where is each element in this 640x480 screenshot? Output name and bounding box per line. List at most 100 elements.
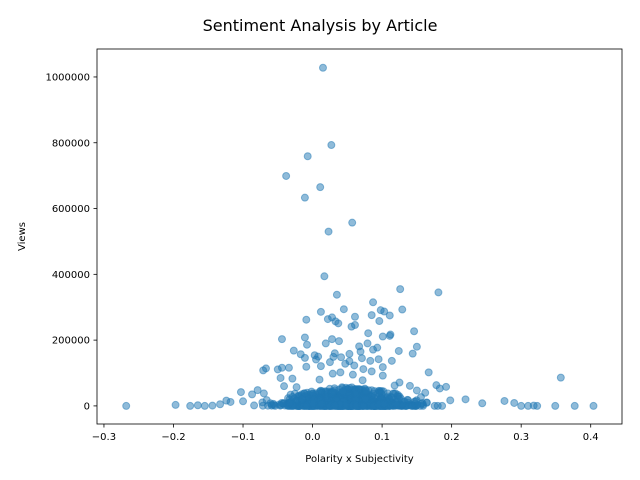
data-point [186, 401, 195, 410]
data-point [282, 171, 291, 180]
data-point [570, 401, 579, 410]
data-point [396, 394, 405, 403]
data-point [284, 363, 293, 372]
data-point [307, 387, 316, 396]
data-point [378, 371, 387, 380]
data-point [359, 365, 368, 374]
data-point [312, 355, 321, 364]
data-point [556, 373, 565, 382]
data-point [302, 362, 311, 371]
data-point [298, 395, 307, 404]
x-tick-label: 0.2 [444, 432, 460, 443]
data-point [208, 401, 217, 410]
data-point [280, 382, 289, 391]
data-point [412, 342, 421, 351]
data-point [317, 399, 326, 408]
data-point [315, 375, 324, 384]
data-point [316, 386, 325, 395]
data-point [478, 399, 487, 408]
data-point [336, 368, 345, 377]
data-point [300, 333, 309, 342]
y-tick-label: 0 [84, 401, 90, 412]
data-point [358, 376, 367, 385]
data-point [435, 384, 444, 393]
data-point [378, 332, 387, 341]
y-tick-label: 1000000 [45, 72, 90, 83]
data-point [216, 400, 225, 409]
data-point [421, 388, 430, 397]
data-point [345, 349, 354, 358]
data-point [347, 322, 356, 331]
data-points [122, 63, 598, 410]
data-point [276, 373, 285, 382]
data-point [356, 347, 365, 356]
data-point [328, 335, 337, 344]
x-tick-label: 0.3 [513, 432, 529, 443]
y-axis-ticks: 0 200000 400000 600000 800000 1000000 [45, 72, 97, 412]
data-point [350, 312, 359, 321]
data-point [364, 329, 373, 338]
data-point [398, 305, 407, 314]
data-point [321, 339, 330, 348]
data-point [341, 359, 350, 368]
x-tick-label: 0.0 [305, 432, 321, 443]
data-point [367, 311, 376, 320]
x-axis-ticks: −0.3 −0.2 −0.1 0.0 0.1 0.2 0.3 0.4 [92, 424, 599, 443]
chart-title: Sentiment Analysis by Article [203, 16, 438, 35]
data-point [277, 335, 286, 344]
data-point [396, 285, 405, 294]
x-axis-label: Polarity x Subjectivity [305, 454, 413, 465]
data-point [408, 401, 417, 410]
data-point [316, 362, 325, 371]
data-point [288, 374, 297, 383]
data-point [248, 390, 257, 399]
data-point [328, 387, 337, 396]
data-point [171, 400, 180, 409]
data-point [377, 387, 386, 396]
plot-area [96, 48, 623, 425]
data-point [387, 356, 396, 365]
y-tick-label: 400000 [52, 270, 90, 281]
data-point [323, 315, 332, 324]
data-point [122, 401, 131, 410]
data-point [589, 401, 598, 410]
data-point [348, 370, 357, 379]
data-point [385, 311, 394, 320]
data-point [239, 397, 248, 406]
data-point [273, 365, 282, 374]
data-point [259, 366, 268, 375]
data-point [193, 401, 202, 410]
data-point [324, 227, 333, 236]
data-point [387, 393, 396, 402]
data-point [424, 368, 433, 377]
data-point [379, 399, 388, 408]
data-point [410, 327, 419, 336]
data-point [226, 397, 235, 406]
data-point [200, 401, 209, 410]
data-point [267, 400, 276, 409]
data-point [375, 317, 384, 326]
data-point [279, 399, 288, 408]
data-point [318, 63, 327, 72]
data-point [369, 298, 378, 307]
data-point [357, 354, 366, 363]
data-point [302, 315, 311, 324]
data-point [366, 356, 375, 365]
data-point [303, 152, 312, 161]
data-point [253, 386, 262, 395]
data-point [259, 389, 268, 398]
x-tick-label: 0.1 [374, 432, 390, 443]
x-tick-label: −0.1 [231, 432, 255, 443]
data-point [374, 355, 383, 364]
data-point [385, 331, 394, 340]
data-point [517, 401, 526, 410]
data-point [359, 401, 368, 410]
data-point [285, 398, 294, 407]
data-point [338, 387, 347, 396]
data-point [325, 358, 334, 367]
y-axis-label: Views [17, 222, 28, 251]
data-point [510, 398, 519, 407]
data-point [394, 346, 403, 355]
data-point [334, 319, 343, 328]
data-point [316, 307, 325, 316]
